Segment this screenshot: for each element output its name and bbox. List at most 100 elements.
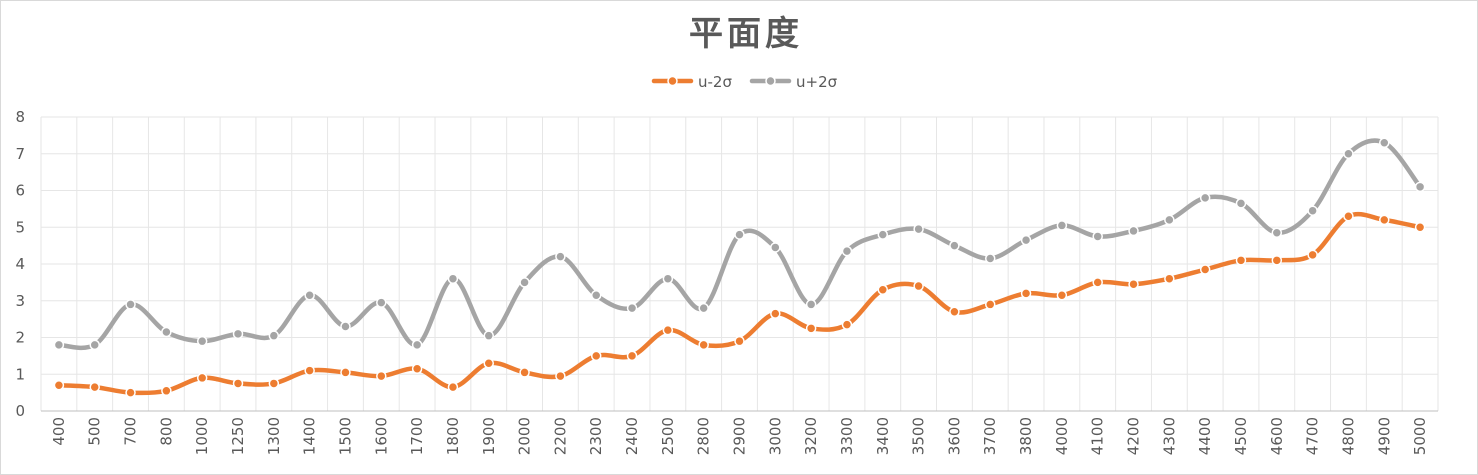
x-tick-label: 4700 [1304, 417, 1322, 455]
data-point-u-plus-2sigma [1380, 138, 1389, 147]
data-point-u-plus-2sigma [1129, 226, 1138, 235]
x-tick-label: 2500 [659, 417, 677, 455]
x-tick-label: 2000 [516, 417, 534, 455]
data-point-u-plus-2sigma [1165, 215, 1174, 224]
data-point-u-plus-2sigma [341, 322, 350, 331]
data-point-u-plus-2sigma [556, 252, 565, 261]
data-point-u-minus-2sigma [448, 383, 457, 392]
data-point-u-plus-2sigma [1201, 193, 1210, 202]
data-point-u-minus-2sigma [592, 351, 601, 360]
data-point-u-plus-2sigma [162, 327, 171, 336]
data-point-u-plus-2sigma [1093, 232, 1102, 241]
x-tick-label: 4300 [1160, 417, 1178, 455]
y-tick-label: 1 [15, 365, 25, 383]
data-point-u-plus-2sigma [663, 274, 672, 283]
data-point-u-plus-2sigma [305, 291, 314, 300]
data-point-u-plus-2sigma [377, 298, 386, 307]
data-point-u-plus-2sigma [1344, 149, 1353, 158]
x-tick-label: 4500 [1232, 417, 1250, 455]
data-point-u-minus-2sigma [1129, 280, 1138, 289]
data-point-u-plus-2sigma [807, 300, 816, 309]
y-tick-label: 4 [15, 255, 25, 273]
legend: u-2σ u+2σ [654, 73, 838, 91]
data-point-u-plus-2sigma [592, 291, 601, 300]
x-tick-label: 1500 [336, 417, 354, 455]
x-tick-label: 1400 [301, 417, 319, 455]
x-tick-label: 2900 [731, 417, 749, 455]
data-point-u-minus-2sigma [914, 282, 923, 291]
x-tick-label: 1000 [193, 417, 211, 455]
data-point-u-minus-2sigma [1416, 223, 1425, 232]
x-tick-label: 2400 [623, 417, 641, 455]
legend-item-u-minus-2sigma: u-2σ [654, 73, 732, 91]
data-point-u-plus-2sigma [628, 304, 637, 313]
x-tick-label: 3700 [981, 417, 999, 455]
y-tick-label: 2 [15, 329, 25, 347]
x-tick-label: 1600 [372, 417, 390, 455]
data-point-u-minus-2sigma [341, 368, 350, 377]
data-point-u-minus-2sigma [1308, 250, 1317, 259]
data-point-u-minus-2sigma [663, 326, 672, 335]
x-tick-label: 1900 [480, 417, 498, 455]
data-point-u-plus-2sigma [771, 243, 780, 252]
data-point-u-minus-2sigma [1165, 274, 1174, 283]
x-tick-label: 4200 [1125, 417, 1143, 455]
x-tick-label: 4900 [1375, 417, 1393, 455]
x-tick-label: 1700 [408, 417, 426, 455]
axes: 012345678400 500 700 800 1000 1250 1300 1400 150… [15, 108, 1438, 455]
x-tick-label: 5000 [1411, 417, 1429, 455]
data-point-u-plus-2sigma [448, 274, 457, 283]
x-tick-label: 2300 [587, 417, 605, 455]
data-point-u-minus-2sigma [950, 307, 959, 316]
data-point-u-plus-2sigma [1236, 199, 1245, 208]
data-point-u-plus-2sigma [842, 247, 851, 256]
x-tick-label: 3300 [838, 417, 856, 455]
x-tick-label: 3400 [874, 417, 892, 455]
data-point-u-minus-2sigma [305, 366, 314, 375]
x-tick-label: 1300 [265, 417, 283, 455]
data-point-u-minus-2sigma [1344, 212, 1353, 221]
chart-title: 平面度 [689, 14, 803, 54]
x-tick-label: 4800 [1339, 417, 1357, 455]
data-point-u-minus-2sigma [807, 324, 816, 333]
data-point-u-minus-2sigma [1236, 256, 1245, 265]
data-point-u-plus-2sigma [126, 300, 135, 309]
data-point-u-plus-2sigma [54, 340, 63, 349]
data-point-u-minus-2sigma [1057, 291, 1066, 300]
data-point-u-plus-2sigma [1308, 206, 1317, 215]
data-point-u-plus-2sigma [950, 241, 959, 250]
data-point-u-plus-2sigma [735, 230, 744, 239]
data-point-u-minus-2sigma [269, 379, 278, 388]
legend-label: u+2σ [796, 73, 838, 91]
y-tick-label: 8 [15, 108, 25, 126]
data-point-u-plus-2sigma [520, 278, 529, 287]
data-point-u-minus-2sigma [1022, 289, 1031, 298]
data-point-u-minus-2sigma [484, 359, 493, 368]
y-tick-label: 5 [15, 218, 25, 236]
data-point-u-minus-2sigma [1201, 265, 1210, 274]
data-point-u-minus-2sigma [1093, 278, 1102, 287]
data-point-u-minus-2sigma [699, 340, 708, 349]
data-point-u-plus-2sigma [1057, 221, 1066, 230]
data-point-u-plus-2sigma [1022, 236, 1031, 245]
x-tick-label: 3200 [802, 417, 820, 455]
data-point-u-plus-2sigma [413, 340, 422, 349]
data-point-u-minus-2sigma [162, 386, 171, 395]
data-point-u-plus-2sigma [90, 340, 99, 349]
data-point-u-plus-2sigma [484, 331, 493, 340]
x-tick-label: 4000 [1053, 417, 1071, 455]
x-tick-label: 2200 [551, 417, 569, 455]
data-point-u-plus-2sigma [269, 331, 278, 340]
data-point-u-minus-2sigma [878, 285, 887, 294]
y-tick-label: 7 [15, 145, 25, 163]
data-point-u-minus-2sigma [377, 372, 386, 381]
series-line-u-minus-2sigma [59, 214, 1420, 393]
x-tick-label: 700 [122, 417, 140, 446]
series-layer [54, 138, 1424, 397]
x-tick-label: 3600 [945, 417, 963, 455]
x-tick-label: 4600 [1268, 417, 1286, 455]
x-tick-label: 500 [86, 417, 104, 446]
x-tick-label: 800 [157, 417, 175, 446]
data-point-u-minus-2sigma [413, 364, 422, 373]
